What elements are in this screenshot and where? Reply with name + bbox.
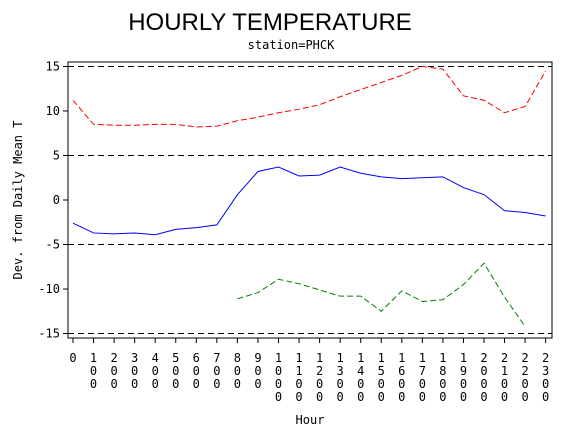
chart-title: HOURLY TEMPERATURE [128, 9, 412, 36]
y-tick-label: -5 [46, 238, 60, 252]
y-tick-label: 0 [53, 193, 60, 207]
y-axis: -15 -10 -5 0 5 10 15 [38, 59, 68, 341]
y-axis-label: Dev. from Daily Mean T [11, 121, 25, 280]
x-axis: 0 1 0 0 2 0 0 3 0 0 4 0 0 5 0 0 6 0 0 7 0 0 8 0 0 9 0 0 1 0 0 0 1 1 0 0 1 2 0 0… [69, 338, 549, 404]
x-axis-label: Hour [296, 413, 325, 427]
series-2-line [72, 166, 546, 236]
series-layer [72, 65, 547, 327]
plot-frame [67, 61, 553, 339]
y-tick-label: 10 [46, 104, 60, 118]
y-tick-label: -15 [38, 327, 60, 341]
series-3-line [237, 262, 526, 327]
reference-lines [68, 65, 552, 335]
x-tick-label: 0 [69, 351, 76, 365]
y-tick-label: 15 [46, 59, 60, 73]
y-tick-label: -10 [38, 282, 60, 296]
chart-subtitle: station=PHCK [248, 38, 335, 52]
y-tick-label: 5 [53, 148, 60, 162]
series-1-line [72, 65, 547, 128]
